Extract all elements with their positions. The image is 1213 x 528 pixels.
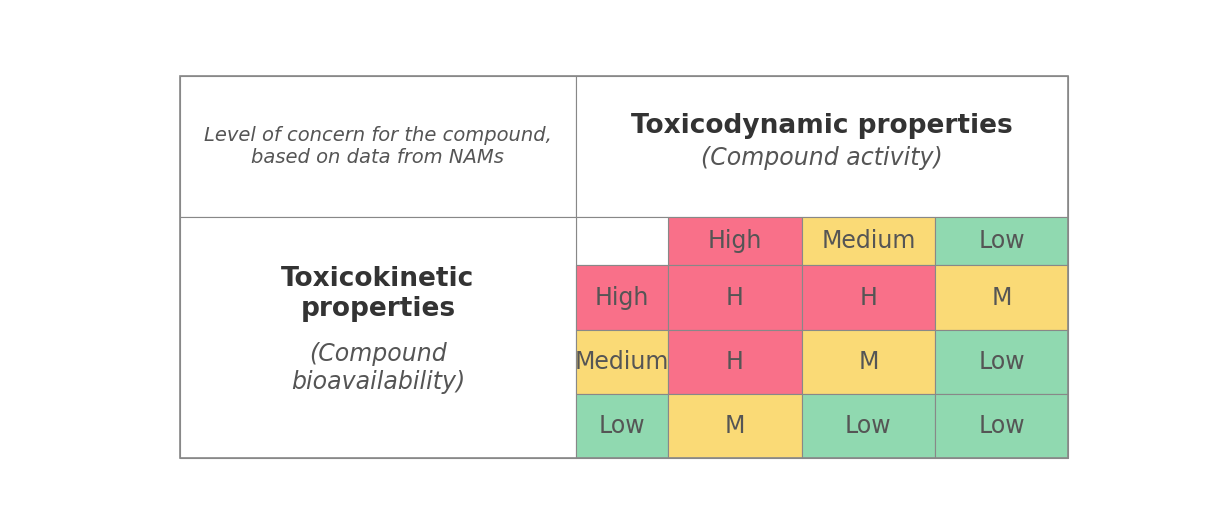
Text: (Compound
bioavailability): (Compound bioavailability) — [291, 342, 465, 393]
Bar — [802, 217, 935, 266]
Text: M: M — [858, 350, 878, 374]
Text: (Compound activity): (Compound activity) — [701, 146, 943, 170]
Bar — [576, 266, 668, 329]
Text: High: High — [708, 229, 762, 253]
Bar — [802, 329, 935, 394]
Bar — [576, 394, 668, 458]
Text: High: High — [596, 286, 649, 309]
Bar — [180, 217, 576, 458]
Text: Toxicokinetic
properties: Toxicokinetic properties — [281, 266, 474, 322]
Bar — [576, 76, 1069, 217]
Bar — [802, 266, 935, 329]
Text: Level of concern for the compound,
based on data from NAMs: Level of concern for the compound, based… — [204, 126, 552, 167]
Bar — [668, 217, 802, 266]
Bar — [935, 266, 1069, 329]
Bar — [668, 266, 802, 329]
Text: Low: Low — [845, 413, 892, 438]
Text: M: M — [725, 413, 745, 438]
Text: Medium: Medium — [821, 229, 916, 253]
Text: H: H — [727, 286, 744, 309]
Text: Low: Low — [978, 413, 1025, 438]
Bar — [668, 329, 802, 394]
Text: Low: Low — [978, 350, 1025, 374]
Text: M: M — [991, 286, 1012, 309]
Text: Toxicodynamic properties: Toxicodynamic properties — [631, 114, 1013, 139]
Text: Low: Low — [978, 229, 1025, 253]
Text: H: H — [859, 286, 877, 309]
Text: Medium: Medium — [575, 350, 670, 374]
Bar — [802, 394, 935, 458]
Bar — [576, 329, 668, 394]
Bar — [935, 329, 1069, 394]
Bar — [180, 76, 576, 217]
Text: H: H — [727, 350, 744, 374]
Bar — [935, 217, 1069, 266]
Bar — [935, 394, 1069, 458]
Bar — [668, 394, 802, 458]
Bar — [576, 217, 668, 266]
Text: Low: Low — [599, 413, 645, 438]
